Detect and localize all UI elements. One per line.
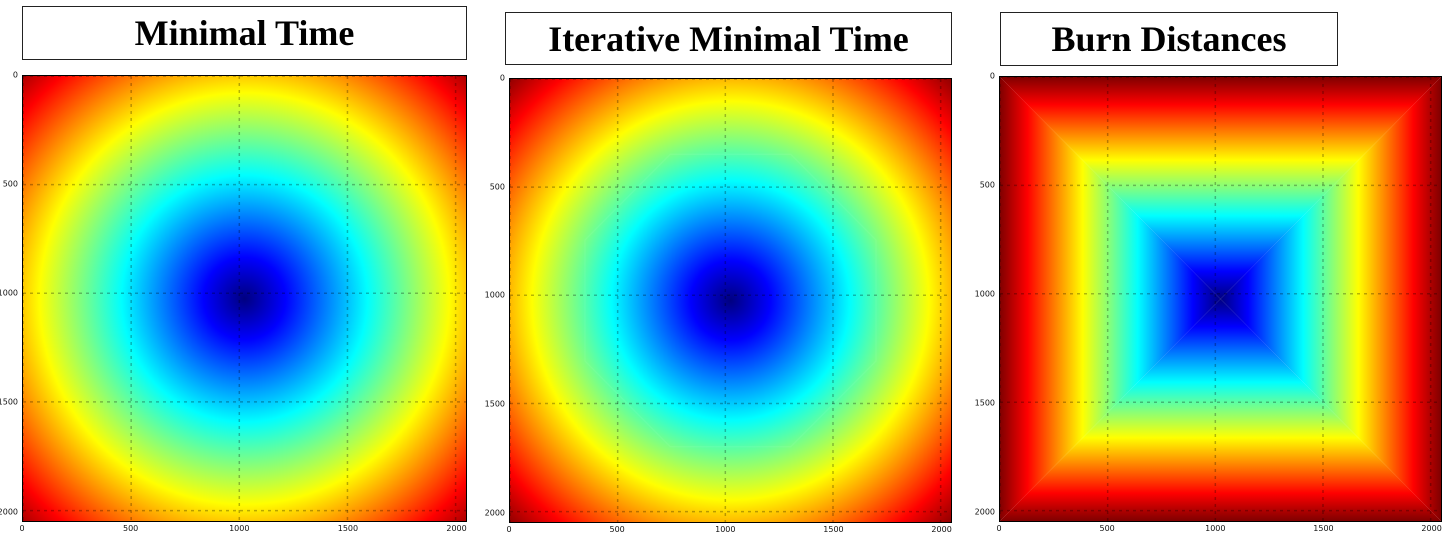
x-tick-label: 1000 — [715, 525, 736, 534]
heatmap-svg — [510, 79, 951, 522]
x-tick-label: 500 — [609, 525, 625, 534]
y-tick-label: 2000 — [484, 508, 505, 518]
heatmap-plot — [509, 78, 952, 523]
x-tick-label: 1000 — [1205, 524, 1226, 533]
y-tick-label: 1000 — [974, 289, 995, 299]
y-tick-label: 0 — [499, 73, 505, 83]
panel-iterative-minimal-time: Iterative Minimal Time 0 500 1000 1500 2000 0… — [484, 12, 952, 534]
x-tick-label: 1000 — [229, 524, 250, 533]
x-tick-label: 500 — [123, 524, 139, 533]
y-tick-label: 2000 — [0, 507, 18, 517]
x-tick-label: 0 — [506, 525, 512, 534]
heatmap-quadrant — [1000, 299, 1441, 521]
y-tick-label: 1500 — [974, 398, 995, 408]
panel-minimal-time: Minimal Time 0 500 1000 1500 2000 0 500 1000 150… — [0, 0, 480, 540]
x-tick-label: 0 — [996, 524, 1002, 533]
y-tick-label: 1500 — [0, 397, 18, 407]
x-tick-label: 1500 — [823, 525, 844, 534]
heatmap-svg — [1000, 77, 1441, 521]
x-tick-label: 0 — [19, 524, 25, 533]
y-tick-label: 500 — [489, 182, 505, 192]
heatmap-plot — [22, 75, 467, 522]
y-tick-label: 0 — [989, 71, 995, 81]
x-tick-label: 1500 — [1313, 524, 1334, 533]
x-tick-label: 2000 — [1421, 524, 1442, 533]
y-tick-label: 1000 — [0, 288, 18, 298]
y-tick-label: 1500 — [484, 399, 505, 409]
heatmap-field — [23, 76, 466, 521]
y-tick-label: 2000 — [974, 507, 995, 517]
heatmap-plot — [999, 76, 1442, 522]
x-tick-label: 2000 — [931, 525, 952, 534]
y-tick-label: 0 — [12, 70, 18, 80]
heatmap-quadrant — [1000, 77, 1221, 521]
x-tick-label: 2000 — [446, 524, 467, 533]
y-tick-label: 1000 — [484, 290, 505, 300]
heatmap-quadrant — [1220, 77, 1441, 521]
y-tick-label: 500 — [979, 180, 995, 190]
heatmap-svg — [23, 76, 466, 521]
panel-title: Burn Distances — [1000, 12, 1338, 66]
octagon-facet — [584, 153, 877, 448]
x-tick-label: 500 — [1099, 524, 1115, 533]
panel-title: Iterative Minimal Time — [505, 12, 952, 65]
panel-title: Minimal Time — [22, 6, 467, 60]
x-tick-label: 1500 — [337, 524, 359, 533]
heatmap-field — [510, 79, 951, 522]
heatmap-quadrant — [1000, 77, 1441, 299]
y-tick-label: 500 — [2, 179, 18, 189]
